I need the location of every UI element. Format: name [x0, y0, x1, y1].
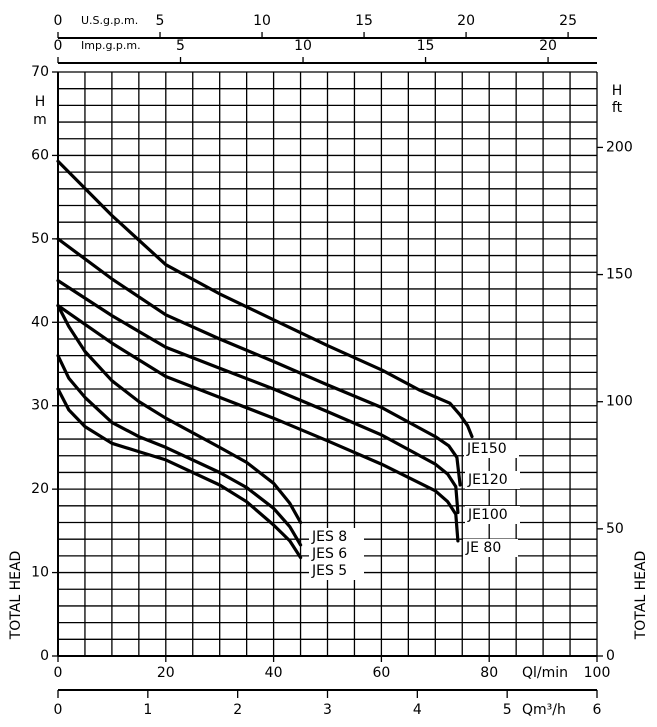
top-tick-label: 15 — [417, 38, 435, 54]
top-tick-label: 10 — [294, 38, 312, 54]
x2-tick-label: 0 — [54, 702, 63, 718]
top-tick-label: 5 — [156, 13, 165, 29]
curve — [56, 354, 303, 547]
label-box — [464, 440, 519, 458]
curve — [56, 387, 303, 560]
curve — [56, 304, 303, 525]
x2-tick-label: 5 — [503, 702, 512, 718]
curve-label: JE 80 — [465, 540, 501, 556]
top-tick-label: 20 — [457, 13, 475, 29]
x-tick-label: 80 — [480, 665, 498, 681]
x2-tick-label: 1 — [143, 702, 152, 718]
curve — [56, 237, 462, 487]
curve-label: JES 8 — [311, 529, 347, 545]
y-tick-label: 40 — [31, 314, 49, 330]
curve-label: JE150 — [466, 441, 507, 457]
label-box — [465, 471, 520, 489]
label-box — [309, 528, 364, 546]
top-tick-label: 25 — [559, 13, 577, 29]
y-tick-label: 30 — [31, 398, 49, 414]
x-tick-label: 40 — [265, 665, 283, 681]
top-axis-label: U.S.g.p.m. — [81, 14, 138, 27]
x2-tick-label: 2 — [233, 702, 242, 718]
label-box — [309, 562, 364, 580]
y2-tick-label: 150 — [606, 267, 633, 283]
y2-unit: ft — [612, 100, 623, 116]
top-tick-label: 10 — [253, 13, 271, 29]
x-axis-label: Ql/min — [522, 665, 568, 681]
x2-tick-label: 4 — [413, 702, 422, 718]
y2-tick-label: 50 — [606, 521, 624, 537]
label-box — [465, 506, 520, 524]
top-axis-label: Imp.g.p.m. — [81, 39, 141, 52]
curve-label: JES 5 — [311, 563, 347, 579]
label-box — [463, 539, 518, 557]
x2-tick-label: 3 — [323, 702, 332, 718]
y-axis-title: TOTAL HEAD — [8, 551, 24, 641]
x-tick-label: 0 — [54, 665, 63, 681]
y2-tick-label: 200 — [606, 139, 633, 155]
y-tick-label: 10 — [31, 565, 49, 581]
top-tick-label: 15 — [355, 13, 373, 29]
curve-label: JE120 — [467, 472, 508, 488]
x2-axis-label: Qm³/h — [522, 702, 566, 718]
y2-tick-label: 0 — [606, 648, 615, 664]
curve-label: JE100 — [467, 507, 508, 523]
y2-unit: H — [612, 83, 623, 99]
curve-label: JES 6 — [311, 546, 347, 562]
y-tick-label: 60 — [31, 147, 49, 163]
y-unit: H — [35, 94, 46, 110]
y2-tick-label: 100 — [606, 394, 633, 410]
x-tick-label: 60 — [372, 665, 390, 681]
x-tick-label: 20 — [157, 665, 175, 681]
y-tick-label: 70 — [31, 64, 49, 80]
top-tick-label: 0 — [54, 13, 63, 29]
curve — [56, 159, 474, 439]
curve — [56, 304, 460, 543]
curve — [56, 279, 460, 515]
y-unit: m — [33, 112, 47, 128]
top-tick-label: 5 — [176, 38, 185, 54]
x2-tick-label: 6 — [593, 702, 602, 718]
y-tick-label: 0 — [40, 648, 49, 664]
top-tick-label: 20 — [539, 38, 557, 54]
label-box — [309, 545, 364, 563]
y2-axis-title: TOTAL HEAD — [633, 551, 649, 641]
x-tick-label: 100 — [584, 665, 611, 681]
y-tick-label: 50 — [31, 231, 49, 247]
y-tick-label: 20 — [31, 481, 49, 497]
top-tick-label: 0 — [54, 38, 63, 54]
